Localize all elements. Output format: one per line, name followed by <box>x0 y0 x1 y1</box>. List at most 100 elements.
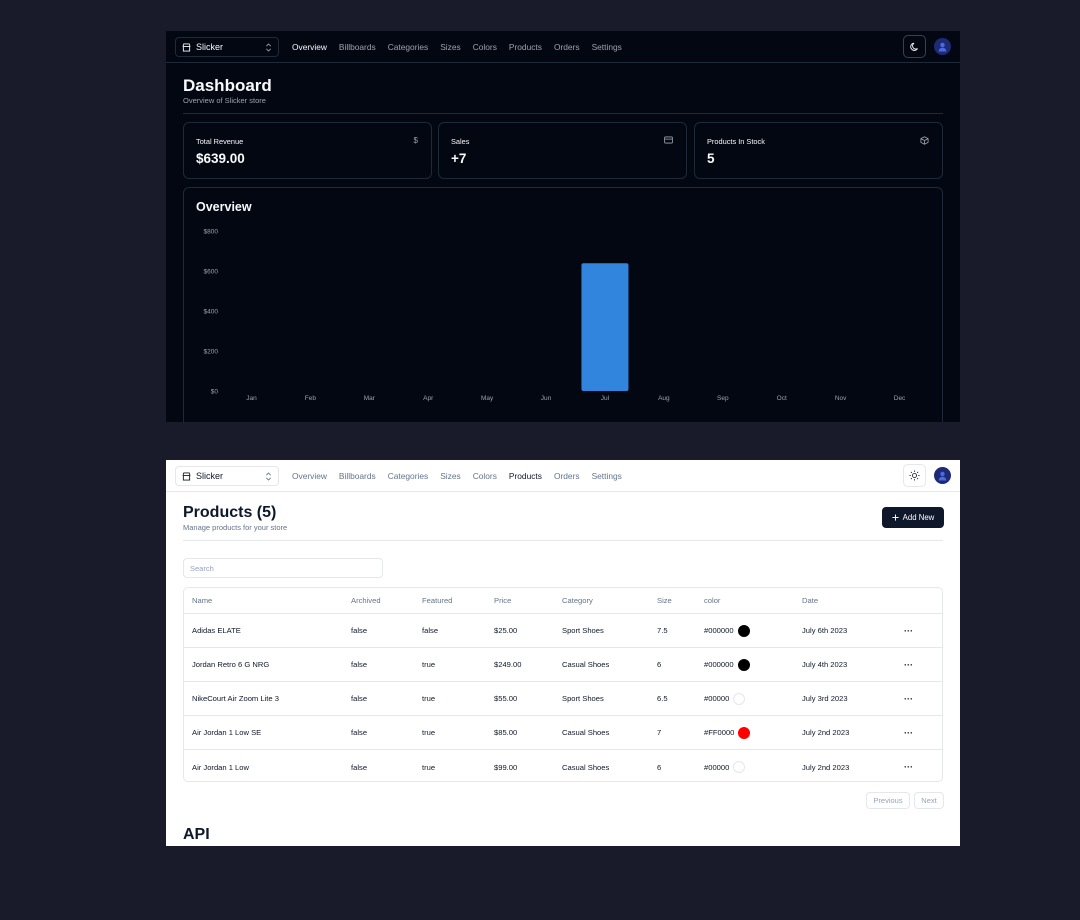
cell-color: #000000 <box>704 648 750 681</box>
row-actions-button[interactable]: ··· <box>904 727 913 738</box>
x-tick-label: Jun <box>541 395 552 402</box>
nav-link-billboards[interactable]: Billboards <box>338 471 376 481</box>
row-actions-button[interactable]: ··· <box>904 693 913 704</box>
column-header-name[interactable]: Name <box>192 596 213 605</box>
x-tick-label: Mar <box>364 395 376 402</box>
store-switcher[interactable]: Slicker <box>175 37 279 57</box>
y-tick-label: $200 <box>204 349 219 356</box>
chevrons-up-down-icon <box>266 42 271 52</box>
stat-value: $639.00 <box>196 151 245 166</box>
chevrons-up-down-icon <box>266 471 271 481</box>
next-page-button[interactable]: Next <box>914 792 944 809</box>
add-new-label: Add New <box>902 513 935 522</box>
stat-label: Products In Stock <box>707 137 765 146</box>
color-swatch <box>737 624 750 637</box>
nav-link-settings[interactable]: Settings <box>591 42 622 52</box>
row-actions-button[interactable]: ··· <box>904 625 913 636</box>
products-panel: Slicker Overview Billboards Categories Size… <box>166 460 960 846</box>
cell-color: #00000 <box>704 682 746 715</box>
moon-icon <box>909 42 918 51</box>
nav-link-orders[interactable]: Orders <box>553 42 580 52</box>
column-header-color[interactable]: color <box>704 596 721 605</box>
x-tick-label: Jan <box>246 395 257 402</box>
avatar-icon <box>938 471 947 481</box>
plus-icon <box>892 514 899 521</box>
user-avatar[interactable] <box>934 467 951 484</box>
cell-date: July 2nd 2023 <box>802 728 850 737</box>
cell-price: $249.00 <box>494 660 522 669</box>
nav-link-colors[interactable]: Colors <box>472 471 497 481</box>
cell-featured: false <box>422 626 439 635</box>
store-icon <box>182 471 191 481</box>
color-swatch <box>737 658 750 671</box>
column-header-price[interactable]: Price <box>494 596 512 605</box>
cell-date: July 2nd 2023 <box>802 762 850 772</box>
previous-page-button[interactable]: Previous <box>866 792 910 809</box>
bar-jul <box>581 263 629 391</box>
cell-name: Adidas ELATE <box>192 626 241 635</box>
stat-label: Total Revenue <box>196 137 244 146</box>
x-tick-label: Aug <box>658 395 670 402</box>
theme-toggle-button[interactable] <box>903 464 926 487</box>
x-tick-label: Feb <box>305 395 317 402</box>
products-table: Name Archived Featured Price Category Size col… <box>183 587 943 782</box>
store-icon <box>182 42 191 52</box>
column-header-archived[interactable]: Archived <box>351 596 381 605</box>
store-switcher-label: Slicker <box>196 42 224 52</box>
table-header-row: Name Archived Featured Price Category Size col… <box>184 588 942 614</box>
add-new-button[interactable]: Add New <box>882 507 944 528</box>
color-hex-text: #FF0000 <box>704 728 735 737</box>
cell-name: Air Jordan 1 Low SE <box>192 728 262 737</box>
overview-bar-chart: $0 $200 $400 $600 $800 Jan Feb Mar Apr May Jun Jul A… <box>204 229 907 403</box>
search-input[interactable] <box>183 558 383 578</box>
credit-card-icon <box>664 136 673 144</box>
color-swatch <box>738 726 751 739</box>
column-header-category[interactable]: Category <box>562 596 593 605</box>
color-hex-text: #000000 <box>704 626 734 635</box>
divider <box>183 113 943 114</box>
cell-category: Casual Shoes <box>562 762 610 772</box>
nav-link-sizes[interactable]: Sizes <box>440 42 461 52</box>
nav-link-orders[interactable]: Orders <box>553 471 580 481</box>
cell-archived: false <box>351 694 368 703</box>
cell-date: July 3rd 2023 <box>802 694 848 703</box>
theme-toggle-button[interactable] <box>903 35 926 58</box>
row-actions-button[interactable]: ··· <box>904 659 913 670</box>
stat-label: Sales <box>451 137 470 146</box>
cell-featured: true <box>422 694 436 703</box>
color-hex-text: #000000 <box>704 660 734 669</box>
stat-card-sales: Sales +7 <box>438 122 687 179</box>
table-row: Air Jordan 1 Low false true $99.00 Casual Sh… <box>184 750 942 784</box>
cell-featured: true <box>422 660 436 669</box>
nav-link-products[interactable]: Products <box>508 42 542 52</box>
cell-price: $85.00 <box>494 728 518 737</box>
user-avatar[interactable] <box>934 38 951 55</box>
nav-link-overview[interactable]: Overview <box>292 471 327 481</box>
top-nav: Slicker Overview Billboards Categories Size… <box>166 460 960 492</box>
nav-link-billboards[interactable]: Billboards <box>338 42 376 52</box>
cell-size: 6.5 <box>657 694 668 703</box>
column-header-size[interactable]: Size <box>657 596 672 605</box>
nav-link-settings[interactable]: Settings <box>591 471 622 481</box>
stat-value: 5 <box>707 151 715 166</box>
store-switcher[interactable]: Slicker <box>175 466 279 486</box>
row-actions-button[interactable]: ··· <box>904 762 913 772</box>
divider <box>183 540 943 541</box>
color-hex-text: #00000 <box>704 762 730 772</box>
cell-name: NikeCourt Air Zoom Lite 3 <box>192 694 279 703</box>
cell-size: 7 <box>657 728 662 737</box>
nav-link-overview[interactable]: Overview <box>292 42 327 52</box>
nav-link-categories[interactable]: Categories <box>387 42 429 52</box>
column-header-date[interactable]: Date <box>802 596 819 605</box>
stat-card-stock: Products In Stock 5 <box>694 122 943 179</box>
nav-link-categories[interactable]: Categories <box>387 471 429 481</box>
table-row: Air Jordan 1 Low SE false true $85.00 Casual… <box>184 716 942 750</box>
nav-link-sizes[interactable]: Sizes <box>440 471 461 481</box>
dashboard-panel: Slicker Overview Billboards Categories Size… <box>166 31 960 422</box>
nav-link-products[interactable]: Products <box>508 471 542 481</box>
column-header-featured[interactable]: Featured <box>422 596 453 605</box>
nav-link-colors[interactable]: Colors <box>472 42 497 52</box>
table-row: Jordan Retro 6 G NRG false true $249.00 Casu… <box>184 648 942 682</box>
x-tick-label: May <box>481 395 494 402</box>
x-tick-label: Sep <box>717 395 729 402</box>
